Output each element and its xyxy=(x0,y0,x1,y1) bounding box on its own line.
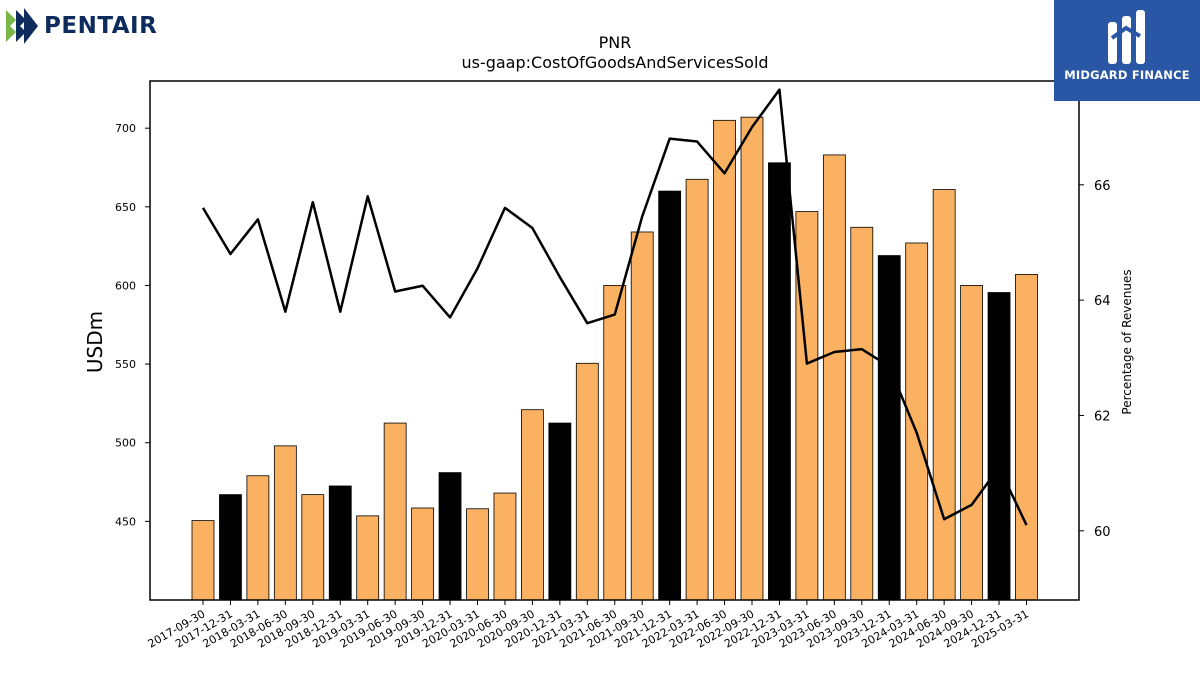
bar-2021-12-31 xyxy=(658,190,682,601)
bar-2024-06-30 xyxy=(932,189,956,601)
y2-tick-label: 64 xyxy=(1094,294,1111,309)
bar-2023-06-30 xyxy=(822,154,846,601)
bar-2023-12-31 xyxy=(877,255,901,601)
bar-2024-09-30 xyxy=(960,285,983,601)
y2-tick-label: 60 xyxy=(1094,525,1111,540)
bar-2022-03-31 xyxy=(685,178,709,601)
bar-2021-06-30 xyxy=(603,285,627,601)
bar-2022-09-30 xyxy=(740,116,764,601)
midgard-finance-logo: MIDGARD FINANCE xyxy=(1054,0,1200,101)
bar-2022-06-30 xyxy=(713,119,736,601)
y-tick-label: 450 xyxy=(115,515,136,528)
y-tick-label: 650 xyxy=(115,201,136,214)
bar-2023-09-30 xyxy=(850,226,874,601)
pentair-mark-icon xyxy=(6,8,38,44)
bar-2021-09-30 xyxy=(630,231,654,601)
bar-2025-03-31 xyxy=(1015,274,1038,601)
midgard-mark-icon xyxy=(1108,10,1145,64)
y-tick-label: 700 xyxy=(115,122,136,135)
y-tick-label: 550 xyxy=(115,358,136,371)
bars-layer xyxy=(191,116,1038,601)
line-layer xyxy=(201,88,1028,526)
bar-2018-06-30 xyxy=(273,445,297,601)
bar-2018-12-31 xyxy=(328,485,352,601)
y-axis-label: USDm xyxy=(83,311,107,373)
bar-2020-06-30 xyxy=(493,492,517,601)
y2-tick-label: 62 xyxy=(1094,409,1111,424)
bar-2018-09-30 xyxy=(301,494,325,601)
bar-2018-03-31 xyxy=(246,475,270,601)
bar-2023-03-31 xyxy=(795,211,819,601)
y-axis-right: 60 62 64 66 xyxy=(1079,179,1111,540)
bar-2019-12-31 xyxy=(438,472,462,601)
y-axis-left: 450 500 550 600 650 700 xyxy=(115,122,150,528)
bar-2017-09-30 xyxy=(191,520,215,601)
bar-2020-09-30 xyxy=(521,409,544,601)
chart-subtitle: us-gaap:CostOfGoodsAndServicesSold xyxy=(461,53,768,72)
pentair-logo: PENTAIR xyxy=(4,4,174,48)
bar-2017-12-31 xyxy=(219,494,242,601)
bar-2019-03-31 xyxy=(356,515,380,601)
chart-title: PNR xyxy=(599,33,632,52)
bar-2022-12-31 xyxy=(768,162,791,601)
bar-2019-09-30 xyxy=(411,507,435,601)
midgard-wordmark: MIDGARD FINANCE xyxy=(1064,68,1190,82)
y-tick-label: 500 xyxy=(115,437,136,450)
bar-2020-12-31 xyxy=(548,422,572,601)
bar-2021-03-31 xyxy=(575,362,599,601)
pentair-wordmark: PENTAIR xyxy=(44,13,158,39)
percentage-line xyxy=(201,88,1028,526)
bar-2024-03-31 xyxy=(905,242,929,601)
bar-2020-03-31 xyxy=(466,508,489,601)
bar-2024-12-31 xyxy=(987,292,1011,601)
y2-axis-label: Percentage of Revenues xyxy=(1120,269,1134,414)
y2-tick-label: 66 xyxy=(1094,179,1111,194)
y-tick-label: 600 xyxy=(115,279,136,292)
bar-2019-06-30 xyxy=(383,422,407,601)
x-axis: 2017-09-302017-12-312018-03-312018-06-30… xyxy=(146,600,1031,651)
